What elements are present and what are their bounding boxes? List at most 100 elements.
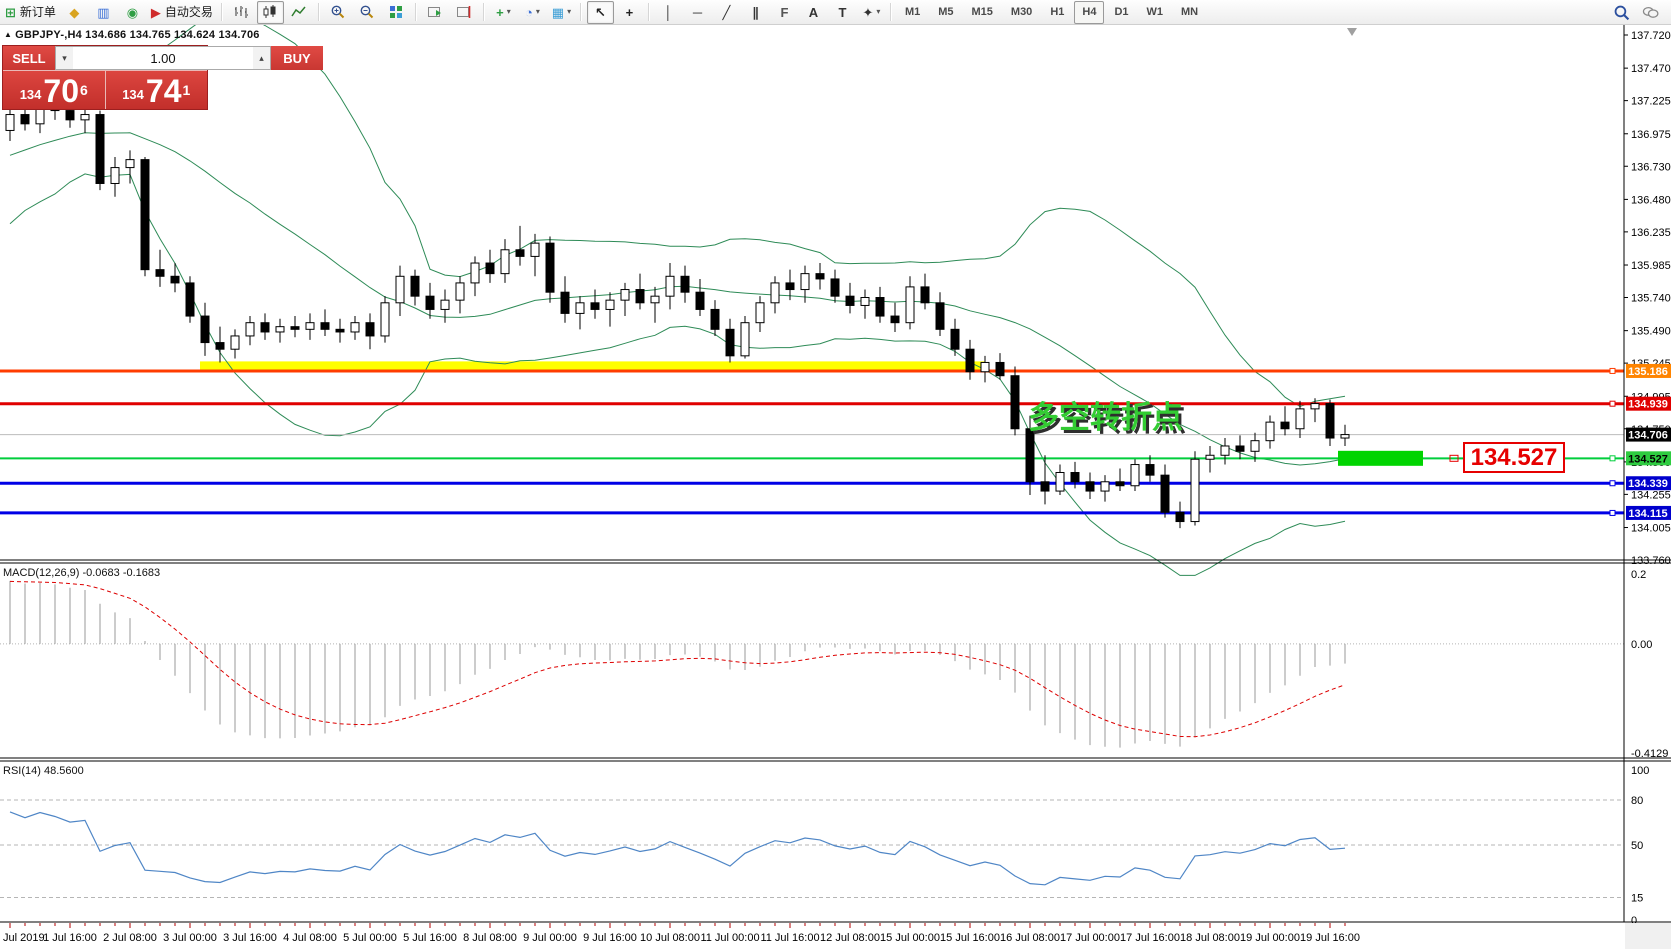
timeframe-m15-button[interactable]: M15 [971, 6, 993, 18]
symbol-ohlc: ▲ GBPJPY-,H4 134.686 134.765 134.624 134.… [4, 29, 260, 41]
rsi-label: RSI(14) 48.5600 [3, 765, 84, 777]
svg-text:10 Jul 08:00: 10 Jul 08:00 [640, 932, 700, 944]
one-click-trading-button[interactable]: ◆ [69, 4, 80, 20]
volume-stepper: ▾ ▴ [55, 46, 271, 70]
svg-text:2 Jul 08:00: 2 Jul 08:00 [103, 932, 157, 944]
svg-text:Jul 2019: Jul 2019 [3, 932, 45, 944]
svg-text:8 Jul 08:00: 8 Jul 08:00 [463, 932, 517, 944]
toolbar-right-icons [1607, 1, 1665, 24]
svg-text:134.939: 134.939 [1628, 399, 1668, 411]
symbol-marker-icon: ▲ [4, 30, 13, 39]
candlestick-chart-button[interactable] [256, 0, 284, 24]
svg-text:80: 80 [1631, 795, 1643, 807]
auto-scroll-button[interactable] [422, 1, 449, 24]
svg-text:18 Jul 08:00: 18 Jul 08:00 [1180, 932, 1240, 944]
indicators-button[interactable]: + ▾ [496, 4, 511, 20]
periods-button[interactable]: ◔ ▾ [525, 4, 540, 20]
timeframe-d1-button[interactable]: D1 [1114, 6, 1129, 18]
svg-text:135.985: 135.985 [1631, 260, 1671, 272]
text-label-button[interactable]: T [838, 4, 847, 20]
bar-chart-button[interactable] [228, 1, 255, 24]
sell-price[interactable]: 134 70 6 [3, 71, 106, 109]
toolbar-separator [647, 3, 650, 21]
community-chat-icon[interactable] [1637, 1, 1664, 24]
volume-input[interactable] [73, 47, 253, 69]
equidistant-channel-button[interactable]: ∥ [752, 4, 759, 20]
svg-text:135.186: 135.186 [1628, 366, 1668, 378]
svg-text:3 Jul 16:00: 3 Jul 16:00 [223, 932, 277, 944]
autotrade-button[interactable]: ▶ 自动交易 [150, 4, 213, 20]
toolbar-separator [317, 3, 320, 21]
svg-text:12 Jul 08:00: 12 Jul 08:00 [820, 932, 880, 944]
svg-text:15 Jul 00:00: 15 Jul 00:00 [880, 932, 940, 944]
svg-text:134.527: 134.527 [1628, 453, 1668, 465]
svg-text:136.730: 136.730 [1631, 161, 1671, 173]
volume-down-button[interactable]: ▾ [56, 47, 73, 69]
timeframe-m1-button[interactable]: M1 [904, 6, 921, 18]
macd-label: MACD(12,26,9) -0.0683 -0.1683 [3, 567, 161, 579]
svg-text:1 Jul 16:00: 1 Jul 16:00 [43, 932, 97, 944]
zoom-out-button[interactable] [354, 1, 381, 24]
toolbar-separator [220, 3, 223, 21]
svg-text:135.490: 135.490 [1631, 326, 1671, 338]
fibonacci-button[interactable]: F [780, 4, 789, 20]
chart-canvas[interactable]: 多空转折点多空转折点134.527137.720137.470137.22513… [0, 25, 1671, 949]
svg-text:0: 0 [1631, 915, 1637, 927]
sell-button[interactable]: SELL [3, 46, 55, 70]
trendline-button[interactable]: ╱ [722, 4, 731, 20]
buy-price[interactable]: 134 74 1 [105, 71, 207, 109]
svg-text:134.339: 134.339 [1628, 478, 1668, 490]
line-chart-button[interactable] [286, 1, 313, 24]
svg-text:9 Jul 00:00: 9 Jul 00:00 [523, 932, 577, 944]
templates-button[interactable]: ▦ ▾ [551, 4, 572, 20]
svg-text:11 Jul 16:00: 11 Jul 16:00 [760, 932, 819, 944]
svg-text:134.115: 134.115 [1628, 508, 1667, 520]
svg-text:17 Jul 00:00: 17 Jul 00:00 [1060, 932, 1120, 944]
timeframe-w1-button[interactable]: W1 [1146, 6, 1164, 18]
svg-text:9 Jul 16:00: 9 Jul 16:00 [583, 932, 637, 944]
price-axis[interactable] [1624, 25, 1671, 922]
buy-button[interactable]: BUY [271, 46, 323, 70]
search-icon[interactable] [1608, 1, 1635, 24]
svg-text:3 Jul 00:00: 3 Jul 00:00 [163, 932, 217, 944]
timeframe-h4-button[interactable]: H4 [1074, 0, 1105, 24]
svg-text:133.760: 133.760 [1631, 555, 1671, 567]
zoom-in-button[interactable] [325, 1, 352, 24]
svg-text:15 Jul 16:00: 15 Jul 16:00 [940, 932, 1000, 944]
svg-text:19 Jul 00:00: 19 Jul 00:00 [1240, 932, 1300, 944]
vertical-line-button[interactable]: │ [664, 4, 673, 20]
chart-shift-button[interactable] [451, 1, 478, 24]
cursor-button[interactable]: ↖ [586, 0, 614, 24]
new-order-button[interactable]: ⊞ 新订单 [5, 4, 56, 20]
svg-text:136.975: 136.975 [1631, 129, 1671, 141]
svg-text:136.235: 136.235 [1631, 227, 1671, 239]
svg-text:134.706: 134.706 [1628, 430, 1668, 442]
svg-text:134.255: 134.255 [1631, 489, 1671, 501]
timeframe-h1-button[interactable]: H1 [1050, 6, 1065, 18]
timeframe-m30-button[interactable]: M30 [1010, 6, 1033, 18]
time-axis[interactable] [0, 922, 1624, 949]
toolbar-separator [482, 3, 485, 21]
svg-text:19 Jul 16:00: 19 Jul 16:00 [1300, 932, 1360, 944]
crosshair-button[interactable]: + [625, 4, 634, 20]
svg-text:134.527: 134.527 [1471, 444, 1558, 471]
main-toolbar: ⊞ 新订单 ◆ ▥ ◉ ▶ 自动交易 + ▾ ◔ ▾ ▦ ▾ ↖ + │ ─ ╱ ∥ F A T ✦ ▾ M1 M5 M15 M30 H… [0, 0, 1671, 25]
arrows-button[interactable]: ✦ ▾ [862, 4, 881, 20]
svg-text:16 Jul 08:00: 16 Jul 08:00 [1000, 932, 1060, 944]
tile-windows-button[interactable] [383, 1, 410, 24]
svg-text:0.2: 0.2 [1631, 569, 1646, 581]
svg-text:137.720: 137.720 [1631, 30, 1671, 42]
svg-text:134.005: 134.005 [1631, 523, 1671, 535]
market-watch-button[interactable]: ▥ [97, 4, 110, 20]
timeframe-m5-button[interactable]: M5 [938, 6, 954, 18]
text-button[interactable]: A [808, 4, 819, 20]
svg-text:100: 100 [1631, 765, 1649, 777]
horizontal-line-button[interactable]: ─ [692, 4, 703, 20]
timeframe-mn-button[interactable]: MN [1181, 6, 1199, 18]
svg-text:15: 15 [1631, 893, 1643, 905]
svg-text:4 Jul 08:00: 4 Jul 08:00 [283, 932, 337, 944]
volume-up-button[interactable]: ▴ [253, 47, 270, 69]
chart-window: 多空转折点 多空转折点 134.527 137.720 137.470 137.225 13… [0, 25, 1671, 949]
signals-button[interactable]: ◉ [126, 4, 139, 20]
